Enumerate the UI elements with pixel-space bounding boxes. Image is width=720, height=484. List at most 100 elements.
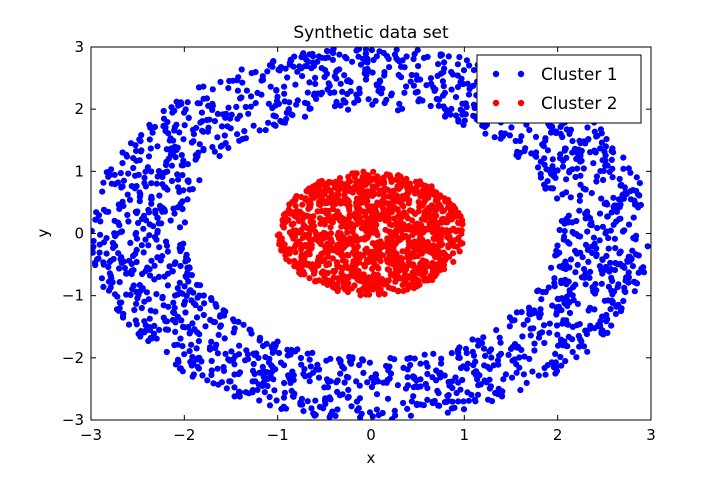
cluster-1-point — [598, 195, 605, 202]
cluster-1-point — [118, 228, 126, 235]
cluster-2-point — [410, 252, 417, 259]
cluster-1-point — [594, 224, 601, 232]
cluster-1-point — [369, 69, 376, 76]
cluster-1-point — [465, 91, 473, 98]
cluster-1-point — [166, 263, 173, 270]
cluster-2-point — [290, 227, 297, 234]
cluster-2-point — [400, 203, 407, 210]
cluster-1-point — [595, 321, 602, 328]
cluster-1-point — [285, 106, 292, 113]
cluster-1-point — [558, 218, 566, 225]
cluster-1-point — [211, 118, 218, 125]
cluster-1-point — [377, 78, 384, 85]
cluster-2-point — [392, 278, 399, 285]
cluster-1-point — [265, 119, 272, 126]
cluster-1-point — [330, 50, 337, 57]
cluster-1-point — [276, 67, 283, 74]
cluster-1-point — [633, 232, 640, 239]
cluster-1-point — [601, 148, 608, 155]
cluster-1-point — [511, 317, 518, 324]
cluster-1-point — [179, 172, 186, 179]
cluster-1-point — [284, 74, 291, 81]
cluster-2-point — [447, 200, 454, 207]
cluster-1-point — [148, 257, 155, 264]
cluster-1-point — [184, 177, 191, 184]
cluster-1-point — [423, 360, 430, 367]
cluster-2-point — [377, 258, 384, 265]
cluster-1-point — [617, 182, 624, 189]
cluster-2-point — [455, 219, 462, 226]
cluster-1-point — [281, 389, 288, 396]
cluster-1-point — [625, 221, 633, 228]
cluster-2-point — [352, 233, 359, 240]
cluster-2-point — [340, 234, 347, 241]
cluster-1-point — [620, 154, 627, 161]
cluster-1-point — [454, 61, 461, 68]
cluster-1-point — [199, 372, 206, 379]
cluster-2-point — [379, 199, 386, 207]
cluster-2-point — [400, 287, 407, 294]
cluster-1-point — [396, 58, 403, 65]
cluster-1-point — [103, 250, 110, 257]
cluster-2-point — [368, 223, 375, 230]
cluster-1-point — [304, 350, 311, 357]
cluster-1-point — [326, 394, 333, 401]
cluster-1-point — [619, 195, 626, 202]
cluster-2-point — [374, 239, 381, 246]
cluster-1-point — [297, 399, 304, 406]
cluster-1-point — [244, 356, 252, 363]
cluster-1-point — [497, 339, 504, 346]
cluster-1-point — [593, 173, 601, 180]
cluster-1-point — [91, 227, 95, 234]
cluster-1-point — [344, 394, 351, 401]
cluster-1-point — [604, 329, 611, 336]
cluster-1-point — [136, 157, 143, 164]
cluster-1-point — [177, 262, 184, 270]
x-tick-label: −1 — [267, 426, 289, 444]
cluster-1-point — [136, 136, 143, 143]
cluster-1-point — [271, 387, 278, 394]
cluster-1-point — [287, 56, 294, 63]
cluster-1-point — [368, 47, 375, 54]
cluster-1-point — [299, 73, 306, 80]
cluster-2-point — [307, 218, 314, 225]
cluster-2-point — [342, 284, 349, 291]
cluster-1-point — [235, 371, 242, 378]
cluster-1-point — [125, 170, 132, 177]
cluster-2-point — [301, 271, 308, 278]
cluster-1-point — [132, 231, 139, 238]
cluster-1-point — [508, 374, 516, 381]
cluster-2-point — [327, 179, 335, 186]
cluster-1-point — [609, 277, 616, 284]
cluster-2-point — [424, 247, 432, 255]
cluster-1-point — [105, 208, 112, 215]
cluster-2-point — [429, 224, 436, 231]
cluster-1-point — [348, 360, 355, 367]
cluster-2-point — [316, 215, 324, 222]
cluster-1-point — [151, 322, 158, 329]
cluster-1-point — [107, 171, 114, 178]
x-tick-label: −2 — [173, 426, 195, 444]
cluster-1-point — [116, 265, 123, 272]
cluster-2-point — [288, 221, 295, 228]
cluster-1-point — [239, 79, 246, 86]
cluster-1-point — [417, 76, 424, 83]
cluster-2-point — [356, 272, 363, 279]
cluster-2-point — [355, 267, 362, 275]
cluster-1-point — [542, 288, 549, 296]
cluster-1-point — [480, 345, 488, 352]
cluster-1-point — [141, 329, 148, 336]
cluster-1-point — [133, 183, 140, 190]
cluster-1-point — [460, 398, 467, 405]
cluster-2-point — [296, 218, 303, 225]
cluster-2-point — [415, 189, 423, 196]
cluster-1-point — [226, 378, 233, 385]
cluster-1-point — [93, 209, 100, 216]
cluster-1-point — [383, 96, 390, 103]
cluster-1-point — [505, 351, 512, 358]
cluster-2-point — [328, 190, 335, 197]
cluster-1-point — [316, 403, 323, 410]
cluster-2-point — [358, 287, 365, 294]
cluster-1-point — [549, 127, 556, 134]
cluster-1-point — [147, 145, 154, 152]
